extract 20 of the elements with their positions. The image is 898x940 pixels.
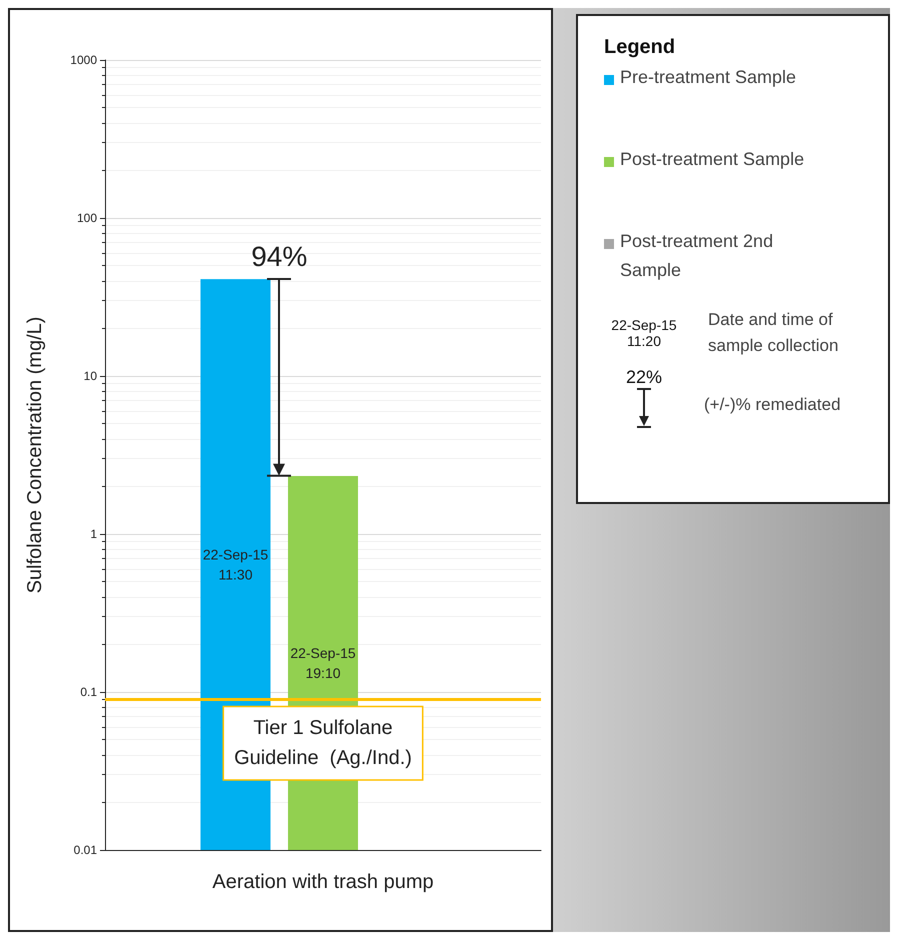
y-tick-label: 100 (76, 211, 98, 225)
legend-label: Pre-treatment Sample (620, 66, 796, 89)
y-tick-label: 0.01 (74, 843, 98, 857)
y-tick-label: 10 (84, 369, 98, 383)
data-label: 22-Sep-15 11:30 (202, 546, 268, 583)
legend-label: Post-treatment 2nd Sample (620, 230, 774, 282)
annotation: 94% (250, 241, 308, 274)
text: 22-Sep-15 11:20 (610, 317, 678, 349)
y-axis-title: Sulfolane Concentration (mg/L) (24, 316, 46, 594)
legend-label: Post-treatment Sample (620, 148, 804, 171)
y-tick-label: 1 (90, 527, 98, 541)
y-tick-label: 1000 (70, 53, 98, 67)
ref-line-label: Tier 1 Sulfolane Guideline (Ag./Ind.) (234, 717, 412, 770)
text: 22% (626, 367, 662, 388)
text: Date and time of sample collection (708, 309, 838, 357)
data-label: 22-Sep-15 19:10 (290, 644, 356, 681)
legend-title: Legend (604, 36, 676, 59)
y-tick-label: 0.1 (80, 685, 98, 699)
text: (+/-)% remediated (704, 394, 841, 414)
x-tick-label: Aeration with trash pump (212, 871, 434, 893)
